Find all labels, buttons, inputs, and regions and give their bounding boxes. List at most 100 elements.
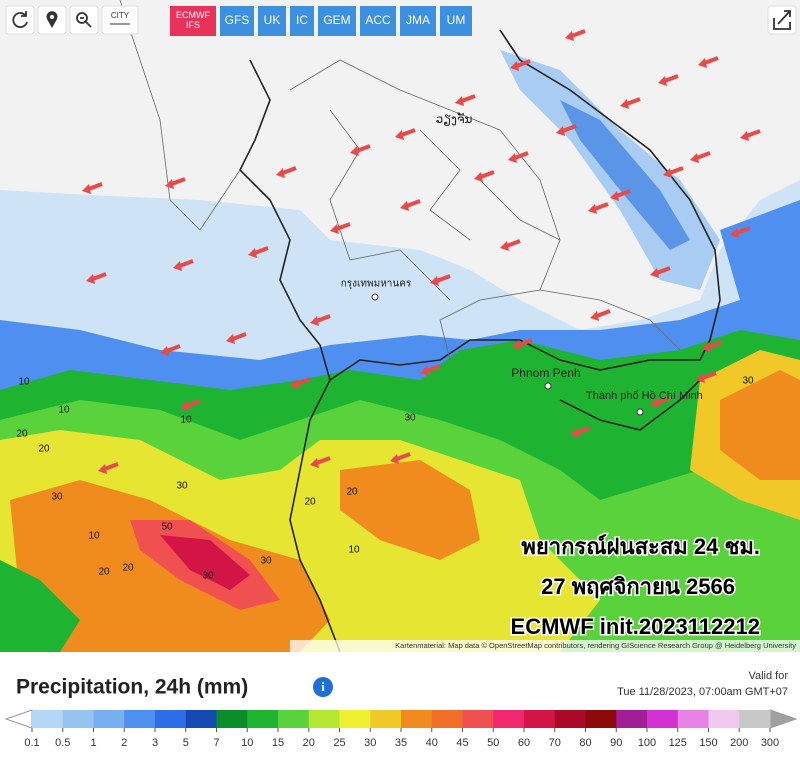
colorbar-box (585, 710, 617, 728)
wind-arrow-head (570, 428, 579, 438)
place-label: Thành phố Hồ Chí Minh (586, 390, 703, 402)
map[interactable]: 10 20 30 10 20 50 30 20 10 30 20 30 10 20 30 30 10 20 Phn… (0, 0, 800, 652)
wind-arrow-head (740, 131, 749, 141)
model-button[interactable] (440, 6, 472, 36)
contour-label: 30 (404, 413, 416, 424)
wind-arrow-head (290, 379, 299, 389)
colorbar-label: 100 (638, 737, 656, 749)
colorbar-box (677, 710, 709, 728)
model-button[interactable] (290, 6, 314, 36)
wind-arrow-head (730, 228, 739, 238)
info-icon: i (321, 679, 325, 694)
contour-label: 30 (176, 481, 188, 492)
colorbar-label: 50 (487, 737, 499, 749)
colorbar-box (370, 710, 402, 728)
wind-arrow-head (310, 316, 319, 326)
wind-arrow-head (508, 153, 517, 163)
valid-label: Valid for (748, 670, 788, 682)
colorbar-label: 1 (90, 737, 96, 749)
model-button[interactable] (170, 6, 216, 36)
wind-arrow-head (98, 464, 107, 474)
colorbar-box (524, 710, 556, 728)
model-button[interactable] (360, 6, 396, 36)
wind-arrow-head (400, 201, 409, 211)
wind-arrow-head (395, 130, 404, 140)
contour-label: 20 (98, 567, 110, 578)
colorbar-box (739, 710, 771, 728)
colorbar-label: 10 (241, 737, 253, 749)
model-label: GEM (323, 13, 350, 27)
wind-arrow-head (650, 398, 659, 408)
wind-arrow-head (276, 168, 285, 178)
contour-label: 10 (58, 405, 70, 416)
rain-orange (340, 460, 480, 560)
wind-arrow-head (86, 274, 95, 284)
colorbar-label: 15 (272, 737, 284, 749)
colorbar-label: 35 (395, 737, 407, 749)
colorbar-box (493, 710, 525, 728)
contour-label: 20 (38, 444, 50, 455)
colorbar-box (339, 710, 371, 728)
colorbar-label: 200 (730, 737, 748, 749)
colorbar-label: 7 (213, 737, 219, 749)
contour-label: 30 (260, 556, 272, 567)
model-label: GFS (225, 13, 250, 27)
colorbar-box (708, 710, 740, 728)
wind-arrow-head (160, 346, 169, 356)
place-label: ວຽງຈັນ (436, 112, 473, 126)
wind-arrow-head (588, 204, 597, 214)
wind-arrow-head (310, 458, 319, 468)
rain-orange (720, 370, 800, 480)
wind-arrow-head (330, 224, 339, 234)
colorbar-label: 3 (152, 737, 158, 749)
contour-labels: 10 20 30 10 20 50 30 20 10 30 20 30 10 20 30 30 10 20 (16, 376, 754, 582)
colorbar-box (554, 710, 586, 728)
colorbar-label: 125 (669, 737, 687, 749)
wind-arrow-head (702, 342, 711, 352)
model-label: UM (447, 13, 466, 27)
zoom-button[interactable] (69, 5, 99, 35)
colorbar-label: 300 (761, 737, 779, 749)
overlay-text: 27 พฤศจิกายน 2566 (541, 574, 735, 599)
city-marker (544, 382, 552, 390)
wind-arrow-head (610, 191, 619, 201)
rain-green (0, 560, 80, 652)
wind-arrow-head (420, 366, 429, 376)
wind-arrow-head (500, 241, 509, 251)
colorbar-box (462, 710, 494, 728)
info-button[interactable] (313, 677, 333, 697)
coastline (239, 29, 721, 652)
contour-label: 10 (180, 415, 192, 426)
wind-arrow-head (696, 373, 705, 383)
wind-arrow-head (474, 172, 483, 182)
wind-arrow-head (620, 99, 629, 109)
model-label: ECMWF IFS (176, 10, 210, 30)
contour-label: 20 (304, 497, 316, 508)
wind-arrow-head (663, 168, 672, 178)
colorbar-low (4, 709, 33, 729)
contour-label: 30 (202, 571, 214, 582)
valid-time: Tue 11/28/2023, 07:00am GMT+07 (617, 686, 788, 698)
wind-arrow-head (455, 96, 464, 106)
colorbar-box (62, 710, 94, 728)
colorbar-box (124, 710, 156, 728)
colorbar-box (278, 710, 310, 728)
model-button[interactable] (318, 6, 356, 36)
wind-arrow-head (565, 31, 574, 41)
colorbar-box (247, 710, 279, 728)
model-button[interactable] (220, 6, 254, 36)
city-button[interactable] (101, 5, 139, 35)
wind-arrow-head (590, 311, 599, 321)
model-label: JMA (406, 13, 430, 27)
city-label: CITY (111, 11, 130, 20)
refresh-button[interactable] (5, 5, 35, 35)
model-button[interactable] (258, 6, 286, 36)
toolbar: CITY ECMWF IFS GFS UK IC GEM ACC JMA UM (5, 5, 797, 36)
colorbar-label: 150 (699, 737, 717, 749)
place-label: กรุงเทพมหานคร (341, 279, 412, 290)
colorbar-box (93, 710, 125, 728)
model-button[interactable] (400, 6, 436, 36)
colorbar-label: 0.5 (55, 737, 70, 749)
colorbar-label: 70 (549, 737, 561, 749)
contour-label: 30 (742, 376, 754, 387)
